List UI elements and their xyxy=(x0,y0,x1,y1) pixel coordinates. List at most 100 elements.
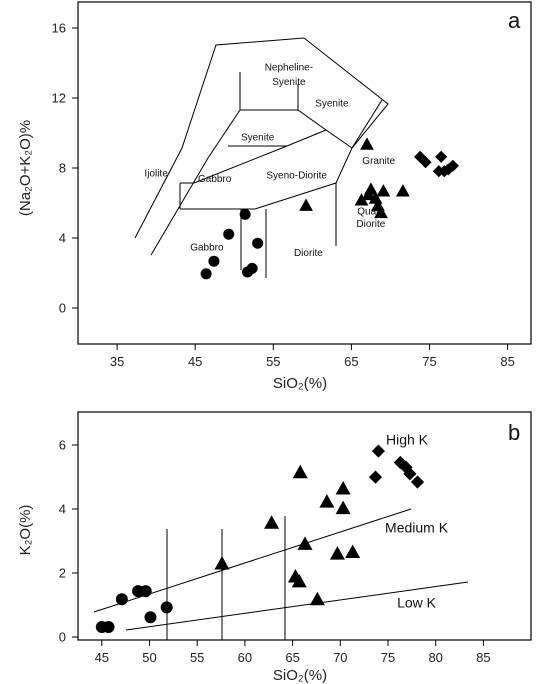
panel-b-circle-marker xyxy=(160,601,173,614)
panel-a-circle-marker xyxy=(246,262,258,274)
panel-a-diamond-marker xyxy=(446,159,459,172)
panel-a-x-tick-label: 65 xyxy=(344,354,358,369)
panel-b-diamond-marker xyxy=(368,470,383,484)
panel-b-series-label: Low K xyxy=(397,594,437,610)
panel-a-field-labels: Nepheline- Syenite Syenite Syenite Syeno-Dio… xyxy=(144,62,395,258)
panel-b-x-tick-label: 80 xyxy=(428,650,442,665)
field-boundary-granite xyxy=(351,99,383,149)
panel-a-y-tick-label: 12 xyxy=(52,91,66,106)
panel-a-y-ticks xyxy=(72,27,78,309)
panel-a-field-label: Syenite xyxy=(241,133,275,144)
panel-b-x-tick-label: 60 xyxy=(238,650,252,665)
panel-a-diamond-marker xyxy=(419,156,432,169)
panel-a-x-ticks xyxy=(116,344,509,350)
panel-a-field-label: Diorite xyxy=(356,219,385,230)
panel-b-diamond-marker xyxy=(371,444,386,458)
panel-b-triangle-marker xyxy=(335,500,351,515)
panel-a-circle-marker xyxy=(239,208,251,220)
field-boundary-syeno-diorite-lower xyxy=(180,182,337,210)
panel-a-frame xyxy=(77,1,532,345)
panel-b-y-axis-label: K₂O(%) xyxy=(17,505,34,556)
panel-a-field-boundaries xyxy=(134,37,389,278)
panel-b-series-labels: High K Medium K Low K xyxy=(385,432,449,611)
field-boundary-syenite xyxy=(228,129,353,149)
field-boundary-syeno-diorite xyxy=(193,145,288,184)
panel-a-field-label: Ijolite xyxy=(144,169,168,180)
panel-b-triangle-marker xyxy=(291,573,307,588)
panel-a-triangle-marker xyxy=(364,182,378,195)
panel-b-triangle-marker xyxy=(264,515,280,529)
panel-a-diamond-marker xyxy=(414,150,427,163)
panel-a-data-points xyxy=(200,137,459,280)
panel-a-triangle-marker xyxy=(360,137,374,150)
panel-a-x-axis-label: SiO₂(%) xyxy=(273,375,327,392)
panel-b-x-tick-labels: 45 50 55 60 65 70 75 80 85 xyxy=(95,650,491,665)
panel-b-x-tick-label: 85 xyxy=(476,650,490,665)
panel-a-circle-marker xyxy=(208,255,220,267)
panel-b-y-tick-label: 6 xyxy=(59,438,66,453)
panel-a-x-tick-label: 35 xyxy=(110,354,124,369)
panel-b-diamond-marker xyxy=(410,475,425,489)
panel-b-k2o-diagram: 45 50 55 60 65 70 75 80 85 0 2 4 6 SiO₂(… xyxy=(17,411,532,684)
panel-b-x-ticks xyxy=(101,640,484,646)
panel-b-x-tick-label: 45 xyxy=(95,650,109,665)
panel-a-triangle-marker xyxy=(376,184,391,197)
panel-b-triangle-marker xyxy=(309,591,325,606)
panel-b-x-tick-label: 65 xyxy=(285,650,299,665)
panel-a-triangle-marker xyxy=(299,198,313,211)
panel-b-y-tick-label: 2 xyxy=(59,566,66,581)
panel-b-triangle-marker xyxy=(214,555,230,570)
panel-a-letter: a xyxy=(508,8,521,33)
panel-a-x-tick-label: 85 xyxy=(500,354,514,369)
panel-a-circle-marker xyxy=(252,237,264,249)
panel-b-frame xyxy=(77,411,532,641)
panel-a-x-tick-label: 75 xyxy=(422,354,436,369)
panel-b-triangle-marker xyxy=(292,464,308,479)
panel-b-x-tick-label: 55 xyxy=(190,650,204,665)
panel-a-diamond-marker xyxy=(435,150,448,163)
panel-b-diamond-marker xyxy=(403,467,417,481)
panel-a-field-label: Syeno-Diorite xyxy=(266,170,327,181)
panel-a-y-tick-label: 0 xyxy=(59,301,66,316)
panel-a-triangle-marker xyxy=(396,184,410,197)
panel-a-field-label: Syenite xyxy=(315,98,349,109)
panel-b-y-ticks xyxy=(72,444,78,638)
panel-a-y-tick-label: 16 xyxy=(52,21,66,36)
panel-b-x-tick-label: 70 xyxy=(333,650,347,665)
panel-a-circle-marker xyxy=(223,228,235,240)
panel-b-triangle-marker xyxy=(329,546,345,560)
panel-b-series-label: Medium K xyxy=(385,520,449,536)
panel-a-x-tick-label: 55 xyxy=(266,354,280,369)
panel-a-field-label: Diorite xyxy=(294,248,323,259)
panel-b-circle-marker xyxy=(139,585,152,598)
panel-b-triangle-marker xyxy=(335,481,351,495)
panel-a-field-label: Quarz xyxy=(357,206,384,217)
panel-a-x-tick-label: 45 xyxy=(188,354,202,369)
panel-b-circle-marker xyxy=(115,593,128,606)
panel-b-circle-marker xyxy=(102,620,115,633)
panel-a-triangle-marker xyxy=(374,205,388,219)
panel-a-y-tick-label: 4 xyxy=(59,231,66,246)
panel-b-y-tick-labels: 0 2 4 6 xyxy=(59,438,66,645)
panel-a-y-axis-label: (Na₂O+K₂O)% xyxy=(17,120,34,216)
panel-a-tas-diagram: 35 45 55 65 75 85 0 4 8 12 16 SiO₂(%) (N… xyxy=(17,1,532,392)
boundary-low-medium-k xyxy=(125,581,469,631)
panel-a-y-tick-labels: 0 4 8 12 16 xyxy=(52,21,66,316)
panel-b-diamond-marker xyxy=(399,460,413,474)
panel-a-triangle-marker xyxy=(354,193,369,206)
panel-b-triangle-marker xyxy=(319,494,335,508)
panel-b-y-tick-label: 0 xyxy=(59,630,66,645)
panel-b-letter: b xyxy=(508,420,520,445)
panel-b-triangle-marker xyxy=(345,544,361,559)
field-boundary-nepheline-syenite xyxy=(207,109,327,159)
panel-a-circle-marker xyxy=(200,268,212,280)
panel-b-x-tick-label: 50 xyxy=(142,650,156,665)
panel-a-field-label: Gabbro xyxy=(190,242,224,253)
panel-b-series-label: High K xyxy=(386,432,429,448)
panel-b-y-tick-label: 4 xyxy=(59,502,66,517)
panel-a-y-tick-label: 8 xyxy=(59,161,66,176)
panel-b-field-boundaries xyxy=(93,508,469,640)
panel-b-x-axis-label: SiO₂(%) xyxy=(273,667,327,684)
panel-a-x-tick-labels: 35 45 55 65 75 85 xyxy=(110,354,515,369)
